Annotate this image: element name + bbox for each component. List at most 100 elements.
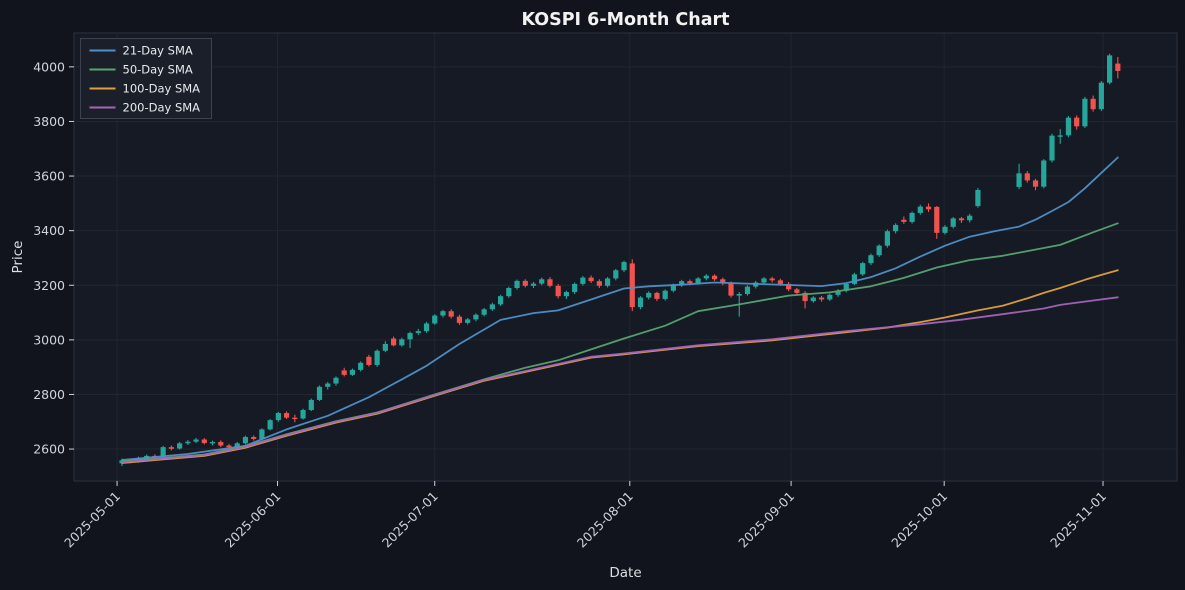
candle-up [440,311,446,316]
candle-up [975,189,981,207]
candle-down [901,219,907,222]
candle-up [646,292,652,298]
candle-down [802,292,808,302]
candle-up [160,447,166,458]
candle-down [925,206,932,210]
candle-down [687,281,693,284]
candle-down [555,285,561,297]
sma-line-21-day-sma [121,156,1119,461]
candle-down [1090,98,1096,110]
candle-down [547,279,553,286]
candle-up [234,443,240,448]
candle-up [967,215,973,221]
candle-down [588,277,594,282]
plot-area [74,33,1177,481]
candle-up [637,297,644,308]
candle-up [432,315,438,324]
candle-up [481,309,487,315]
candle-up [868,255,874,264]
legend-item-label: 21-Day SMA [123,44,193,58]
candle-up [539,279,545,284]
candle-down [251,437,257,439]
candle-down [596,281,602,286]
candle-up [1107,55,1113,83]
candle-down [720,279,726,284]
candle-up [473,314,479,320]
candle-up [613,270,619,279]
candle-down [201,439,207,444]
y-tick-label: 2600 [33,442,65,457]
candle-up [604,278,611,286]
candle-up [358,362,364,370]
candle-up [679,281,685,286]
candle-up [349,369,356,375]
candle-down [1074,117,1080,127]
candle-up [333,377,339,384]
candle-up [308,399,314,411]
candle-down [818,297,825,300]
candle-up [1041,160,1047,187]
candle-up [744,286,751,294]
y-axis-ticks: 2600 2800 3000 3200 3400 3600 3800 4000 [33,59,74,457]
candle-down [448,311,454,317]
candle-up [185,441,191,444]
candle-down [218,441,224,446]
candle-down [958,218,965,221]
candle-up [407,333,413,340]
candle-up [827,294,833,300]
candle-up [1065,117,1072,136]
candle-down [711,275,718,280]
y-tick-label: 3800 [33,114,65,129]
candle-down [522,280,528,286]
candle-up [893,224,899,232]
candle-up [580,277,586,284]
x-axis-label: Date [609,565,641,581]
candle-up [209,441,216,444]
candle-up [703,275,709,279]
candle-down [292,417,298,420]
candle-down [284,413,290,418]
candle-up [177,443,183,449]
legend-item-label: 100-Day SMA [123,82,201,96]
y-tick-label: 3200 [33,278,65,293]
axes-spines [73,32,1178,482]
candle-up [884,231,890,246]
candle-up [843,283,849,291]
y-tick-label: 3000 [33,332,65,347]
sma-line-200-day-sma [121,296,1119,464]
candle-up [514,280,520,288]
candle-up [942,226,948,233]
candle-down [728,283,734,296]
candle-down [366,356,372,365]
candle-up [695,278,701,284]
candle-down [1032,180,1039,187]
candle-up [316,386,323,400]
candle-up [275,413,281,421]
y-tick-label: 2800 [33,387,65,402]
candle-up [670,285,677,291]
candle-up [325,383,331,387]
candle-down [1024,173,1030,181]
candle-up [1082,98,1088,127]
candle-up [851,274,858,284]
candle-up [423,323,430,332]
candle-up [382,343,388,351]
candle-down [777,280,783,284]
y-axis-label: Price [10,241,26,274]
candle-up [835,290,841,295]
candle-up [259,429,265,439]
sma-lines-group [121,156,1119,464]
candle-down [654,292,660,299]
candle-down [456,316,463,323]
candle-up [193,439,199,442]
candle-up [917,206,923,213]
candle-down [794,289,800,293]
candle-down [1115,63,1121,71]
candle-up [810,297,816,302]
candle-up [876,245,882,256]
candle-up [242,437,249,444]
candle-up [909,212,915,222]
candle-up [300,410,306,419]
legend-item-label: 50-Day SMA [123,63,193,77]
